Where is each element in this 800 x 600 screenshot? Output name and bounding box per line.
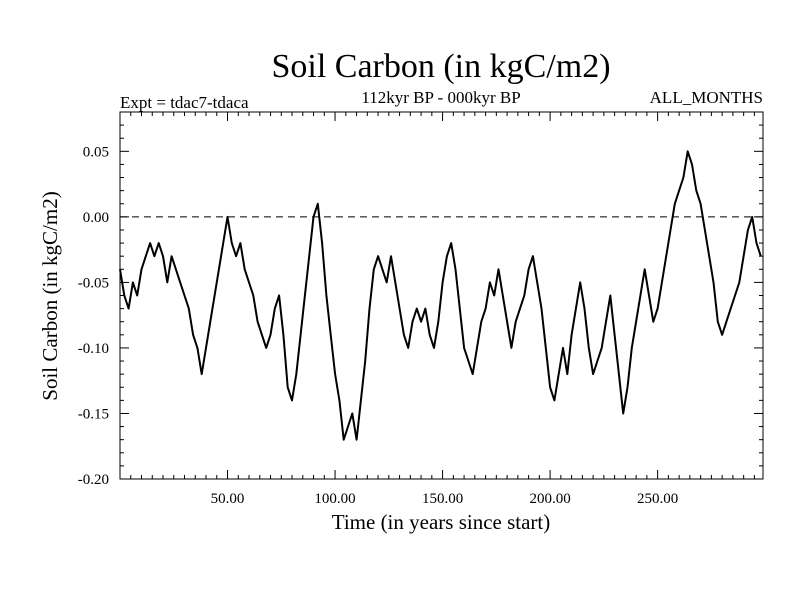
series-line <box>119 150 762 441</box>
x-tick-label: 50.00 <box>211 491 245 507</box>
chart-title: Soil Carbon (in kgC/m2) <box>271 48 610 85</box>
season-label: ALL_MONTHS <box>650 88 763 107</box>
y-tick-label: -0.15 <box>78 406 109 422</box>
chart-subtitle: 112kyr BP - 000kyr BP <box>361 88 520 107</box>
y-tick-label: -0.20 <box>78 472 109 488</box>
axis-ticks <box>120 111 763 480</box>
x-tick-label: 150.00 <box>422 491 463 507</box>
y-axis-label: Soil Carbon (in kgC/m2) <box>38 191 62 400</box>
x-tick-label: 100.00 <box>314 491 355 507</box>
experiment-label: Expt = tdac7-tdaca <box>120 93 249 112</box>
x-tick-label: 250.00 <box>637 491 678 507</box>
y-tick-label: 0.00 <box>83 210 109 226</box>
y-tick-label: 0.05 <box>83 144 109 160</box>
x-tick-label: 200.00 <box>529 491 570 507</box>
y-tick-label: -0.10 <box>78 341 109 357</box>
x-axis-label: Time (in years since start) <box>332 510 551 534</box>
tick-labels: 50.00 100.00 150.00 200.00 250.00 0.05 0.00 -0.… <box>78 144 679 507</box>
y-tick-label: -0.05 <box>78 275 109 291</box>
